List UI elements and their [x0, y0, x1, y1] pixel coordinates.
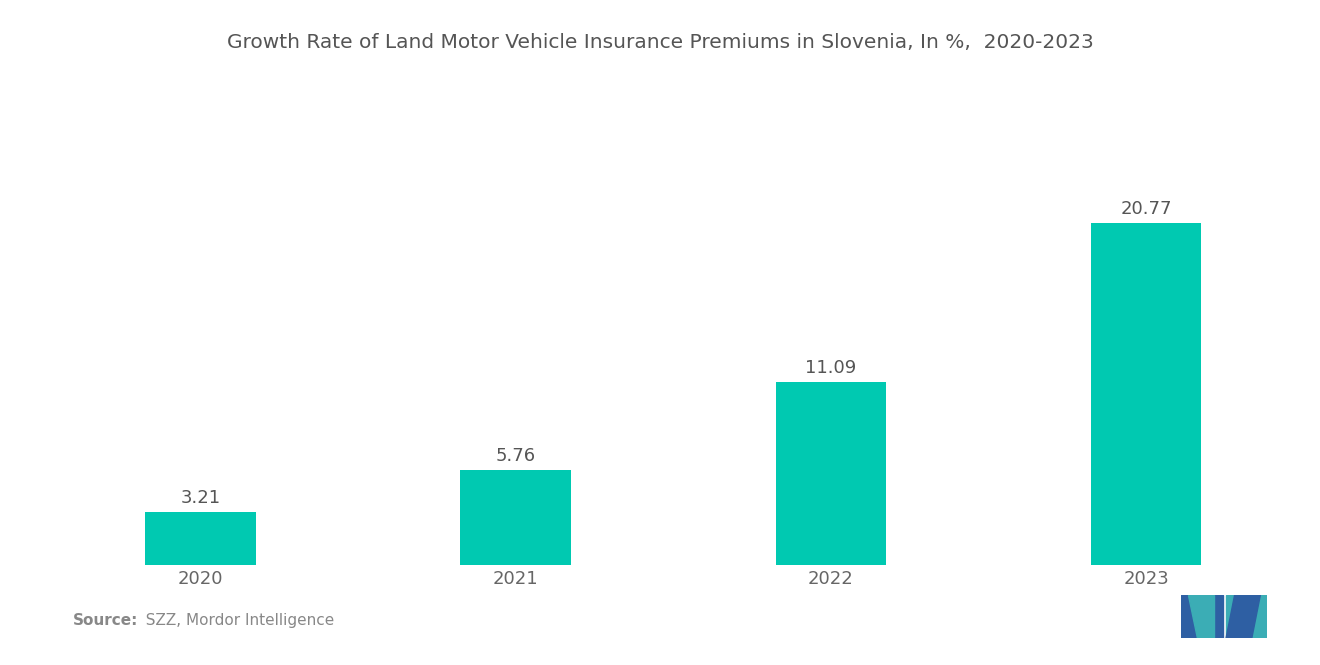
Bar [1090, 223, 1201, 565]
Text: SZZ, Mordor Intelligence: SZZ, Mordor Intelligence [136, 613, 334, 628]
Polygon shape [1181, 595, 1222, 638]
Bar [461, 470, 570, 565]
Polygon shape [1188, 595, 1214, 638]
Text: 3.21: 3.21 [181, 489, 220, 507]
Text: 20.77: 20.77 [1121, 200, 1172, 217]
Bar [776, 382, 886, 565]
Bar [145, 512, 256, 565]
Polygon shape [1226, 595, 1261, 638]
Text: 11.09: 11.09 [805, 359, 857, 377]
Text: Growth Rate of Land Motor Vehicle Insurance Premiums in Slovenia, In %,  2020-20: Growth Rate of Land Motor Vehicle Insura… [227, 33, 1093, 53]
Text: Source:: Source: [73, 613, 139, 628]
Text: 5.76: 5.76 [495, 448, 536, 465]
Polygon shape [1226, 595, 1267, 638]
